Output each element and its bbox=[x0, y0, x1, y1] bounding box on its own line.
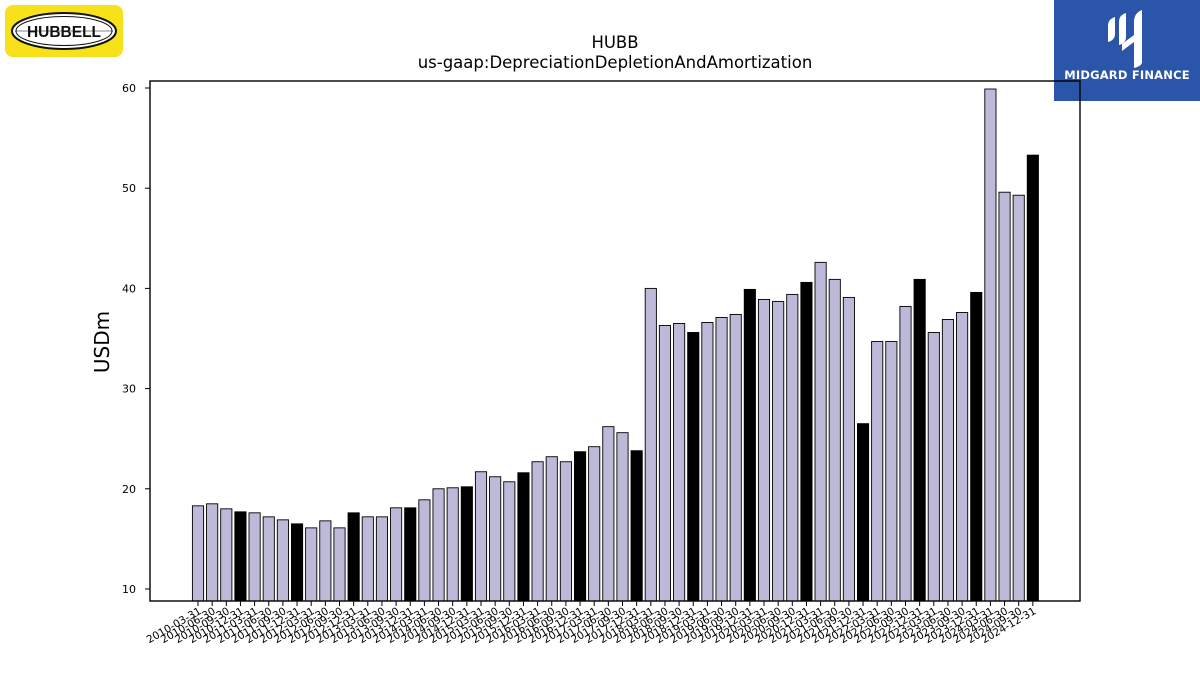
y-tick-label: 40 bbox=[122, 282, 136, 295]
bar-2022-06-30 bbox=[885, 341, 898, 602]
bar-2017-03-31 bbox=[588, 446, 601, 602]
bar-2012-09-30 bbox=[333, 527, 346, 602]
bar-2013-06-30 bbox=[375, 516, 389, 602]
bar-2011-12-31 bbox=[291, 523, 304, 602]
x-axis-ticks: 2010-03-312010-06-302010-09-302010-12-31… bbox=[145, 601, 1038, 646]
bar-2024-06-30 bbox=[998, 191, 1011, 602]
bar-2013-09-30 bbox=[390, 507, 403, 602]
bar-2017-06-30 bbox=[602, 426, 615, 602]
bar-2011-09-30 bbox=[276, 519, 289, 602]
bar-2014-12-31 bbox=[460, 486, 473, 602]
bar-2018-12-31 bbox=[687, 332, 700, 602]
hubbell-logo: HUBBELL bbox=[5, 5, 123, 57]
bar-2013-12-31 bbox=[404, 507, 417, 602]
bar-2011-03-31 bbox=[248, 512, 261, 602]
bar-2021-03-31 bbox=[814, 261, 827, 602]
bar-2020-06-30 bbox=[772, 300, 785, 602]
bar-2024-12-31 bbox=[1026, 154, 1039, 602]
bar-2023-09-30 bbox=[956, 312, 969, 602]
midgard-finance-logo: MIDGARD FINANCE bbox=[1054, 0, 1200, 101]
bar-2019-03-31 bbox=[701, 322, 714, 602]
bar-2019-09-30 bbox=[729, 314, 742, 602]
bar-2012-06-30 bbox=[319, 520, 332, 602]
bar-2022-12-31 bbox=[913, 278, 926, 602]
bar-2016-12-31 bbox=[574, 451, 587, 602]
midgard-logo-mark bbox=[1108, 10, 1142, 68]
bar-2023-12-31 bbox=[970, 291, 983, 602]
chart-subtitle: us-gaap:DepreciationDepletionAndAmortiza… bbox=[418, 53, 813, 72]
bar-2012-03-31 bbox=[305, 527, 318, 602]
y-tick-label: 50 bbox=[122, 182, 136, 195]
bar-2019-06-30 bbox=[715, 317, 728, 602]
bar-2023-03-31 bbox=[927, 332, 940, 602]
bar-2014-03-31 bbox=[418, 499, 431, 602]
hubbell-logo-mark: HUBBELL bbox=[11, 12, 117, 50]
bar-2016-09-30 bbox=[559, 461, 572, 602]
midgard-logo-text: MIDGARD FINANCE bbox=[1064, 68, 1190, 82]
bar-2010-03-31 bbox=[191, 505, 205, 602]
bar-2015-03-31 bbox=[474, 471, 488, 602]
bar-2020-09-30 bbox=[786, 293, 799, 602]
plot-area-frame bbox=[149, 80, 1081, 602]
bar-2016-03-31 bbox=[531, 461, 544, 602]
y-axis-ticks: 10 20 30 40 50 60 bbox=[122, 82, 150, 596]
y-axis-label: USDm bbox=[90, 311, 114, 373]
bar-2010-12-31 bbox=[234, 511, 247, 602]
bar-2018-09-30 bbox=[673, 323, 686, 602]
bar-2022-09-30 bbox=[899, 305, 912, 602]
y-tick-label: 20 bbox=[122, 483, 136, 496]
bar-2017-12-31 bbox=[630, 450, 643, 602]
bar-2021-09-30 bbox=[842, 296, 855, 602]
bar-2010-09-30 bbox=[220, 508, 233, 602]
bar-2018-06-30 bbox=[658, 325, 671, 602]
bar-2020-12-31 bbox=[800, 281, 813, 602]
bar-2021-06-30 bbox=[828, 278, 841, 602]
bar-2020-03-31 bbox=[757, 298, 771, 602]
bar-2024-09-30 bbox=[1012, 194, 1025, 602]
bar-2019-12-31 bbox=[743, 288, 756, 602]
bar-2010-06-30 bbox=[206, 503, 219, 602]
bar-2024-03-31 bbox=[984, 88, 997, 602]
bar-2018-03-31 bbox=[644, 287, 657, 602]
bar-2016-06-30 bbox=[545, 456, 558, 602]
bar-2015-12-31 bbox=[517, 472, 530, 602]
bars-group bbox=[191, 88, 1039, 602]
bar-2014-09-30 bbox=[446, 487, 459, 602]
bar-2014-06-30 bbox=[432, 488, 445, 602]
y-tick-label: 30 bbox=[122, 383, 136, 396]
bar-2012-12-31 bbox=[347, 512, 360, 602]
bar-2015-06-30 bbox=[489, 476, 502, 602]
bar-2017-09-30 bbox=[616, 432, 629, 602]
bar-2023-06-30 bbox=[941, 319, 954, 602]
y-tick-label: 10 bbox=[122, 583, 136, 596]
y-tick-label: 60 bbox=[122, 82, 136, 95]
chart-title: HUBB bbox=[591, 33, 638, 52]
bar-2013-03-31 bbox=[361, 516, 374, 602]
hubbell-logo-text: HUBBELL bbox=[27, 24, 101, 41]
bar-2011-06-30 bbox=[262, 516, 275, 602]
bar-2015-09-30 bbox=[503, 481, 516, 602]
bar-2022-03-31 bbox=[871, 341, 884, 602]
bar-2021-12-31 bbox=[857, 423, 870, 602]
